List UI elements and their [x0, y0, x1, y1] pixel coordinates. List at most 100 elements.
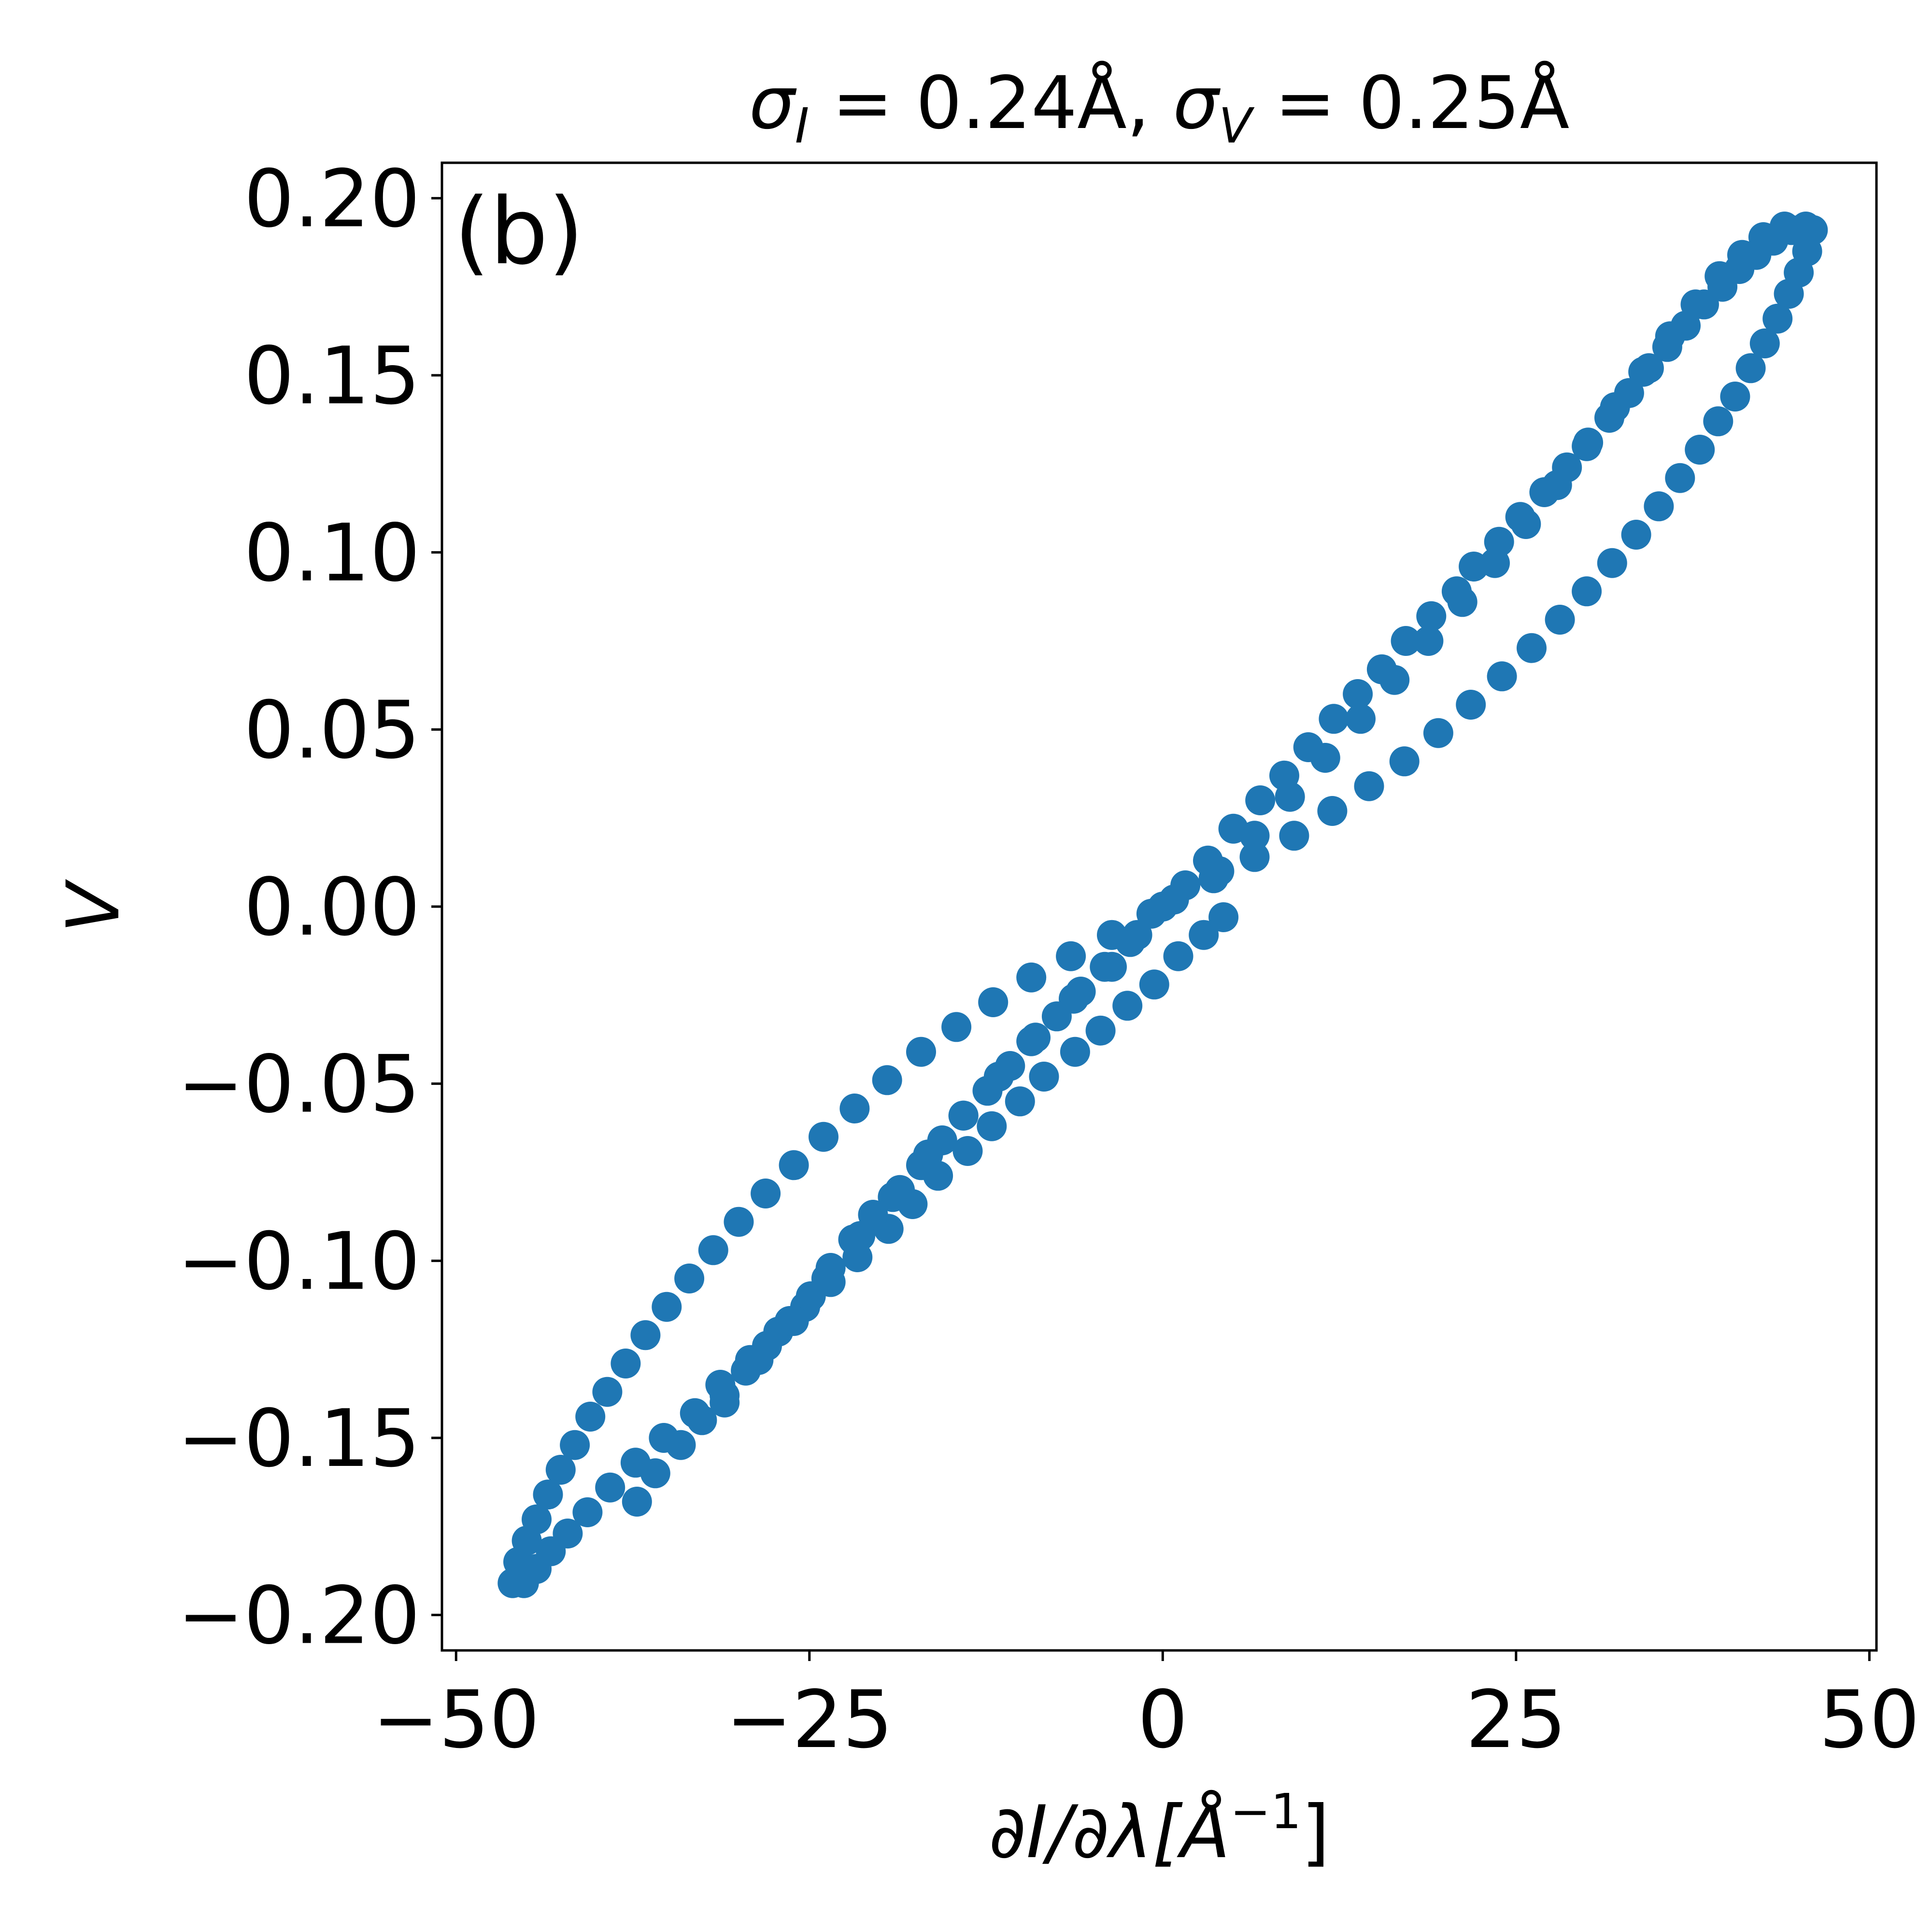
data-point: [913, 1139, 943, 1170]
data-point: [724, 1207, 754, 1237]
data-point: [1059, 983, 1089, 1014]
data-point: [1097, 952, 1127, 982]
data-point: [751, 1179, 781, 1208]
data-point: [1790, 212, 1821, 242]
data-point: [1279, 821, 1309, 851]
data-point: [687, 1405, 717, 1435]
data-point: [1517, 633, 1547, 663]
data-point: [845, 1221, 876, 1251]
title-sigma-2: σ: [1173, 61, 1221, 145]
data-point: [1423, 718, 1453, 748]
data-point: [1239, 821, 1270, 851]
data-point: [575, 1402, 606, 1432]
data-point: [1275, 781, 1305, 812]
data-point: [545, 1455, 576, 1485]
data-point: [1139, 969, 1169, 1000]
data-point: [560, 1430, 590, 1460]
data-point: [553, 1519, 583, 1548]
panel-label: (b): [454, 178, 584, 285]
data-point: [1029, 1062, 1059, 1092]
data-point: [1413, 626, 1444, 656]
data-point: [978, 987, 1009, 1017]
y-tick-label: 0.05: [244, 684, 420, 776]
data-point: [522, 1504, 552, 1534]
title-sigma-1: σ: [749, 61, 797, 145]
data-point: [1122, 920, 1152, 950]
data-point: [1085, 1015, 1116, 1046]
data-point: [1705, 261, 1735, 291]
data-point: [1644, 491, 1674, 522]
y-tick-label: −0.20: [177, 1570, 420, 1662]
data-point: [630, 1320, 661, 1350]
x-tick-label: −50: [372, 1674, 540, 1766]
x-tick-label: −25: [726, 1674, 893, 1766]
data-point: [941, 1012, 972, 1042]
data-point: [1769, 212, 1800, 242]
data-point: [1060, 1037, 1090, 1067]
x-tick-label: 0: [1137, 1674, 1188, 1766]
data-point: [674, 1264, 705, 1293]
data-point: [1389, 746, 1420, 777]
scatter-points: [497, 212, 1828, 1598]
data-point: [592, 1377, 623, 1407]
data-point: [872, 1065, 902, 1095]
y-tick-label: −0.05: [177, 1038, 420, 1131]
data-point: [1572, 576, 1602, 607]
data-point: [1245, 785, 1276, 815]
y-tick-label: 0.10: [244, 507, 420, 599]
data-point: [1447, 587, 1477, 617]
data-point: [1762, 303, 1793, 334]
data-point: [572, 1497, 603, 1527]
data-point: [1621, 520, 1651, 550]
title-sub-2: V: [1219, 98, 1255, 154]
plot-frame: [440, 161, 1878, 1652]
data-point: [1542, 470, 1572, 500]
data-point: [906, 1037, 936, 1067]
x-tick-label: 25: [1465, 1674, 1566, 1766]
x-axis-label-main: ∂I/∂λ[Å: [989, 1790, 1230, 1875]
data-point: [1655, 321, 1685, 352]
data-point: [1189, 920, 1219, 950]
data-point: [1545, 605, 1575, 635]
data-point: [1354, 771, 1384, 801]
data-point: [809, 1122, 838, 1152]
data-point: [952, 1136, 983, 1166]
title-eq-2: = 0.25Å: [1252, 61, 1570, 145]
data-point: [1511, 509, 1541, 539]
data-point: [1208, 902, 1239, 932]
data-point: [1572, 431, 1602, 461]
data-point: [622, 1487, 652, 1517]
data-point: [1163, 941, 1193, 971]
data-point: [1317, 796, 1348, 826]
axis-ticks: −50 −25 0 25 50 −0.20 −0.15 −0.10 −0.05 0.00 0.05 0…: [177, 153, 1919, 1766]
data-point: [1735, 353, 1766, 384]
data-point: [640, 1458, 670, 1489]
data-point: [1685, 435, 1715, 465]
data-point: [779, 1150, 809, 1180]
data-point: [1487, 661, 1517, 692]
x-tick-label: 50: [1819, 1674, 1920, 1766]
y-tick-label: −0.15: [177, 1392, 420, 1485]
data-point: [1480, 548, 1510, 578]
data-point: [1665, 463, 1695, 493]
data-point: [1680, 289, 1711, 320]
data-point: [595, 1472, 625, 1503]
data-point: [533, 1479, 563, 1510]
data-point: [1056, 941, 1086, 971]
data-point: [1703, 406, 1733, 437]
y-axis-label: V: [52, 879, 136, 933]
data-point: [1346, 704, 1376, 734]
data-point: [1597, 548, 1627, 578]
data-point: [1170, 870, 1201, 900]
data-point: [1319, 704, 1349, 734]
y-tick-label: 0.20: [244, 153, 420, 245]
data-point: [743, 1345, 774, 1375]
data-point: [983, 1062, 1014, 1092]
data-point: [1021, 1023, 1051, 1053]
data-point: [652, 1292, 682, 1322]
data-point: [1416, 601, 1447, 631]
data-point: [698, 1235, 728, 1265]
data-point: [1600, 392, 1630, 422]
